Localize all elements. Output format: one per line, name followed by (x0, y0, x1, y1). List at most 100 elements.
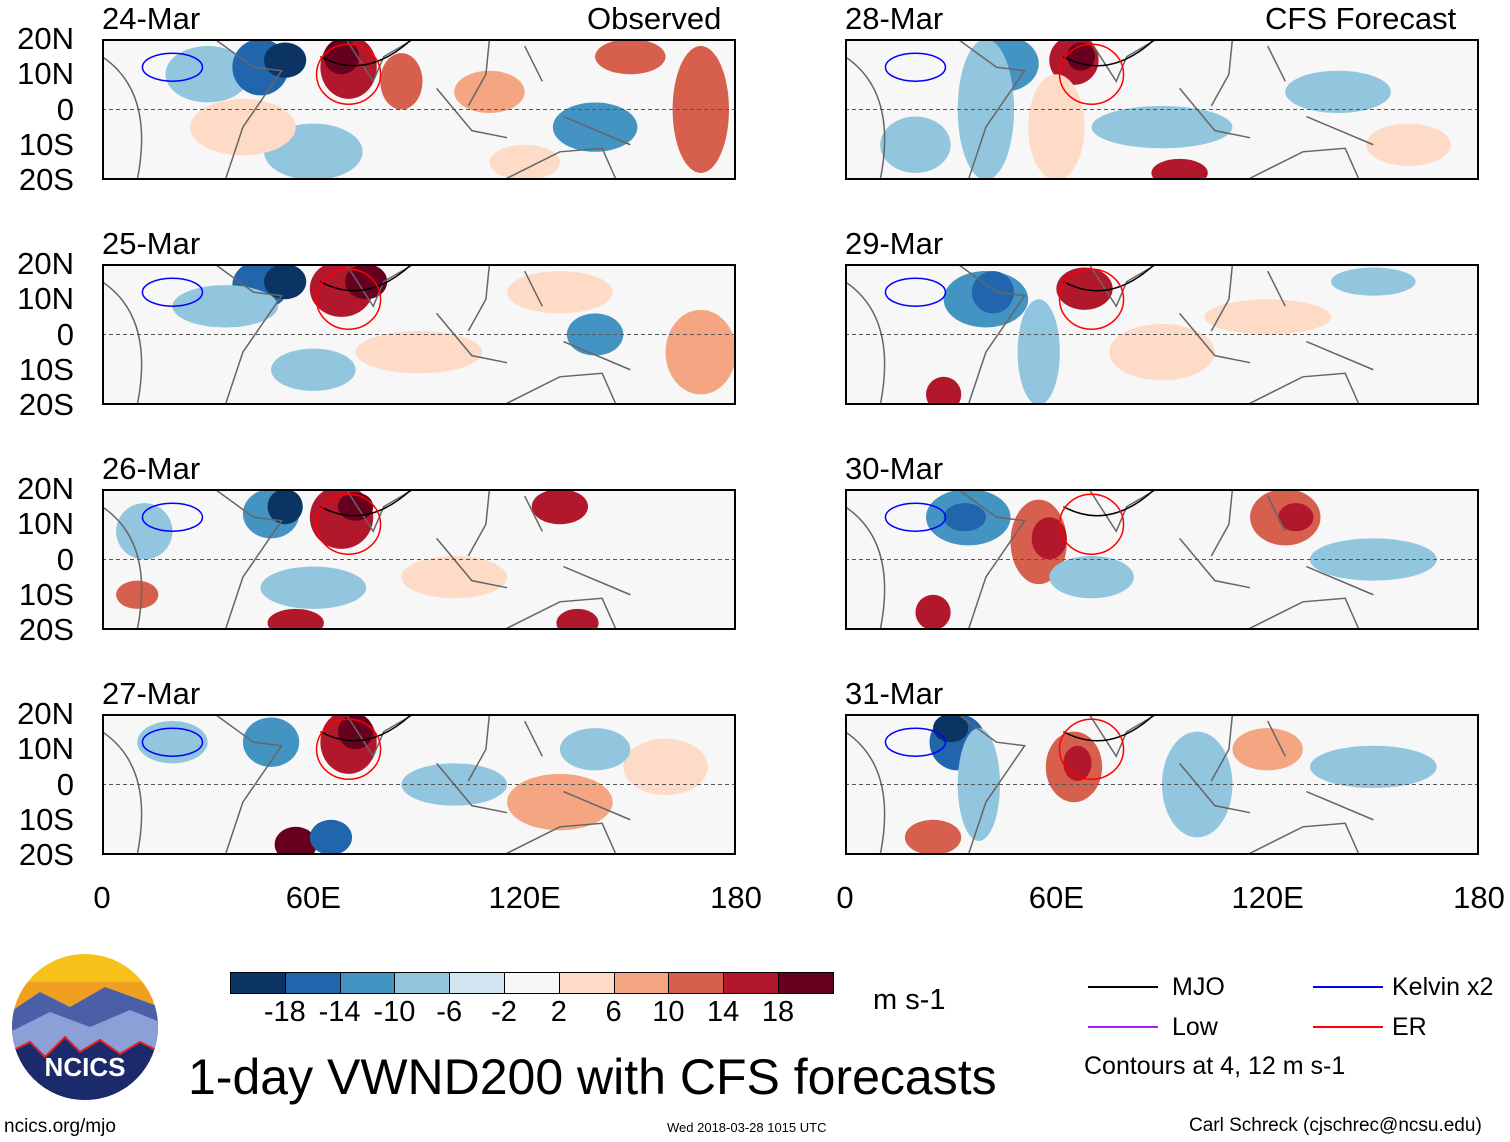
mjo-contour (1063, 714, 1156, 742)
er-contour (315, 718, 382, 780)
wind-anomaly-blob (1285, 70, 1391, 114)
map-panel-26-mar (102, 489, 736, 630)
panel-date-title: 24-Mar (102, 1, 201, 36)
kelvin-contour (141, 727, 204, 757)
lon-tick-label: 0 (836, 880, 854, 915)
coastlines (845, 264, 1374, 405)
colorbar-swatch (504, 972, 560, 994)
panel-date-title: 25-Mar (102, 226, 201, 261)
footer-timestamp: Wed 2018-03-28 1015 UTC (667, 1120, 827, 1135)
colorbar-swatch (339, 972, 396, 994)
legend-line-er (1313, 1026, 1383, 1028)
wind-anomaly-blob (915, 594, 951, 630)
kelvin-contour (884, 727, 947, 757)
wind-anomaly-blob (116, 503, 173, 560)
map-panel-27-mar (102, 714, 736, 855)
wind-anomaly-blob (454, 70, 525, 114)
legend-label-kelvin: Kelvin x2 (1392, 973, 1494, 1001)
er-contour (1058, 493, 1125, 555)
er-contour (315, 493, 382, 555)
lat-tick-label: 10N (17, 506, 74, 542)
kelvin-contour (884, 502, 947, 532)
er-contour (315, 43, 382, 105)
wind-anomaly-blob (355, 330, 483, 374)
colorbar-units: m s-1 (873, 984, 946, 1016)
footer-author: Carl Schreck (cjschrec@ncsu.edu) (1189, 1115, 1482, 1136)
colorbar-label: 10 (652, 996, 685, 1028)
lat-tick-label: 0 (56, 541, 74, 577)
colorbar-swatch (558, 972, 615, 994)
wind-anomaly-blob (271, 348, 356, 391)
wind-anomaly-blob (623, 738, 708, 796)
lat-tick-label: 0 (56, 91, 74, 127)
colorbar-label: 2 (550, 996, 567, 1028)
colorbar-label: -2 (491, 996, 517, 1028)
wind-anomaly-blob (267, 489, 303, 525)
lat-tick-label: 20S (18, 162, 74, 197)
map-panel-24-mar (102, 39, 736, 180)
wind-anomaly-blob (1017, 299, 1060, 405)
forecast-header: CFS Forecast (1265, 1, 1457, 36)
wind-anomaly-blob (380, 53, 423, 110)
wind-anomaly-blob (337, 492, 374, 521)
wind-anomaly-blob (1091, 105, 1233, 149)
coastlines (845, 39, 1374, 180)
colorbar-label: -6 (436, 996, 463, 1028)
kelvin-contour (141, 502, 204, 532)
observed-header: Observed (587, 1, 722, 36)
colorbar-label: 6 (605, 996, 622, 1028)
wind-anomaly-blob (1151, 158, 1208, 180)
map-panel-30-mar (845, 489, 1479, 630)
wind-anomaly-blob (172, 285, 279, 328)
colorbar-swatch (613, 972, 670, 994)
kelvin-contour (884, 52, 947, 82)
colorbar-label: -10 (373, 996, 416, 1028)
wind-anomaly-blob (926, 376, 962, 405)
wind-anomaly-blob (242, 717, 300, 767)
wind-anomaly-blob (1331, 267, 1416, 296)
wind-anomaly-blob (137, 721, 208, 764)
panel-date-title: 27-Mar (102, 676, 201, 711)
panel-date-title: 30-Mar (845, 451, 944, 486)
wind-anomaly-blob (1204, 299, 1332, 335)
lat-tick-label: 20S (18, 387, 74, 422)
wind-anomaly-blob (309, 819, 353, 855)
wind-anomaly-blob (1109, 323, 1215, 381)
lat-tick-label: 10N (17, 281, 74, 317)
panel-date-title: 29-Mar (845, 226, 944, 261)
legend-label-mjo: MJO (1172, 973, 1225, 1001)
lat-tick-label: 10N (17, 56, 74, 92)
wind-anomaly-blob (531, 489, 589, 525)
wind-anomaly-blob (880, 116, 951, 173)
mjo-contour (320, 264, 413, 292)
lat-tick-label: 20N (17, 471, 74, 506)
wind-anomaly-blob (267, 608, 324, 630)
lat-tick-label: 10S (18, 351, 74, 387)
coastlines (102, 264, 631, 405)
mjo-contour (1063, 264, 1156, 292)
wind-anomaly-blob (401, 555, 508, 599)
er-contour (1058, 718, 1125, 780)
lon-tick-label: 0 (93, 880, 111, 915)
coastlines (102, 489, 631, 630)
mjo-contour (1063, 39, 1156, 67)
lat-tick-label: 20S (18, 837, 74, 872)
footer-url[interactable]: ncics.org/mjo (4, 1116, 116, 1137)
lat-tick-label: 20N (17, 21, 74, 56)
coastlines (845, 489, 1374, 630)
mjo-contour (320, 714, 413, 742)
contour-note: Contours at 4, 12 m s-1 (1084, 1052, 1346, 1080)
wind-anomaly-blob (165, 46, 250, 103)
legend-label-er: ER (1392, 1013, 1427, 1041)
lon-tick-label: 120E (488, 880, 561, 915)
wind-anomaly-blob (559, 728, 631, 771)
coastlines (102, 714, 631, 855)
wind-anomaly-blob (1031, 517, 1067, 560)
colorbar-swatch (668, 972, 725, 994)
mjo-contour (1063, 489, 1156, 517)
wind-anomaly-blob (943, 503, 986, 532)
legend-line-low (1088, 1026, 1158, 1028)
wind-anomaly-blob (264, 42, 307, 78)
lat-tick-label: 10S (18, 126, 74, 162)
